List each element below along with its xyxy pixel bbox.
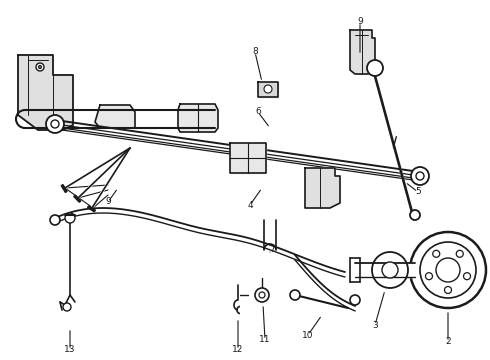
Circle shape [264,85,272,93]
Circle shape [411,167,429,185]
Polygon shape [95,105,135,128]
Circle shape [436,258,460,282]
Circle shape [63,303,71,311]
Text: 4: 4 [247,201,253,210]
Text: 9: 9 [357,18,363,27]
Polygon shape [74,195,81,202]
Circle shape [350,295,360,305]
Polygon shape [355,263,415,277]
Circle shape [367,60,383,76]
Circle shape [46,115,64,133]
Text: 7: 7 [269,246,275,255]
Polygon shape [18,55,73,130]
Text: 10: 10 [302,330,314,339]
Text: 12: 12 [232,346,244,355]
Text: 8: 8 [252,48,258,57]
Circle shape [39,66,42,68]
Circle shape [410,210,420,220]
Polygon shape [61,185,67,193]
Text: 6: 6 [255,108,261,117]
Circle shape [259,292,265,298]
Text: 13: 13 [64,346,76,355]
Circle shape [464,273,470,280]
Polygon shape [25,110,215,128]
Circle shape [36,63,44,71]
Polygon shape [88,206,96,212]
Circle shape [290,290,300,300]
Circle shape [255,288,269,302]
Text: 2: 2 [445,338,451,346]
Circle shape [65,213,75,223]
Text: 11: 11 [259,336,271,345]
Circle shape [425,273,433,280]
Circle shape [420,242,476,298]
Circle shape [382,262,398,278]
Polygon shape [350,30,375,74]
Circle shape [416,172,424,180]
Polygon shape [258,82,278,97]
Circle shape [410,232,486,308]
Text: 5: 5 [415,188,421,197]
Circle shape [50,215,60,225]
Circle shape [433,250,440,257]
Polygon shape [350,258,360,282]
Polygon shape [374,71,414,220]
Text: 3: 3 [372,320,378,329]
Circle shape [372,252,408,288]
Circle shape [456,250,463,257]
Circle shape [51,120,59,128]
Polygon shape [230,143,266,173]
Circle shape [444,287,451,293]
Polygon shape [178,104,218,132]
Text: 9: 9 [105,198,111,207]
Polygon shape [305,168,340,208]
